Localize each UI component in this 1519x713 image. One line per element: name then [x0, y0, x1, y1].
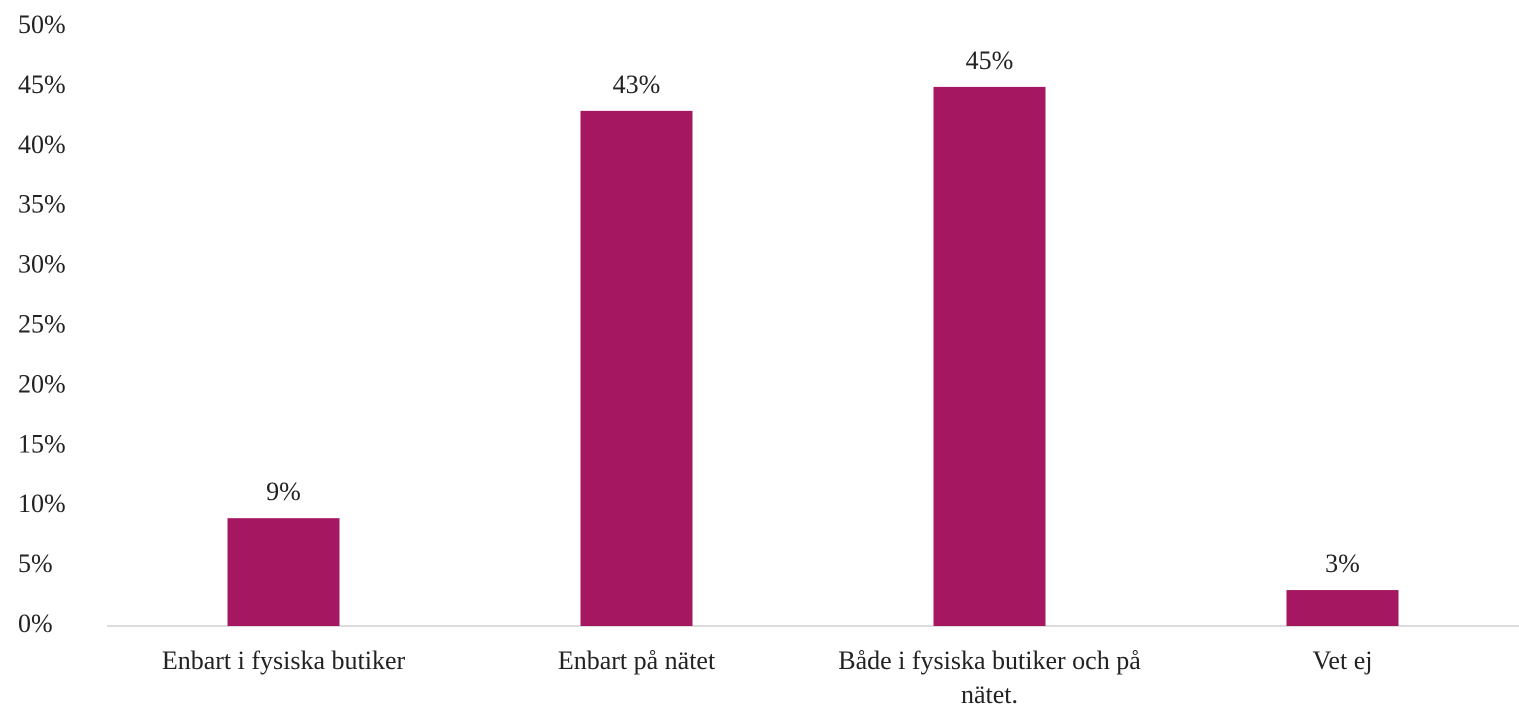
y-tick-label: 20%: [18, 369, 66, 398]
y-tick-label: 45%: [18, 70, 66, 99]
y-tick-label: 35%: [18, 190, 66, 219]
y-tick-label: 25%: [18, 309, 66, 338]
bar: [933, 86, 1046, 626]
data-label: 43%: [613, 70, 661, 99]
data-label: 3%: [1325, 549, 1360, 578]
x-tick-label: Både i fysiska butiker och på nätet.: [838, 646, 1141, 709]
bar: [227, 518, 340, 626]
bar: [580, 110, 693, 627]
y-tick-label: 30%: [18, 250, 66, 279]
data-label: 45%: [966, 46, 1014, 75]
y-tick-label: 5%: [18, 549, 53, 578]
y-tick-label: 0%: [18, 609, 53, 638]
y-tick-label: 50%: [18, 10, 66, 39]
bar: [1286, 590, 1399, 626]
y-tick-label: 10%: [18, 489, 66, 518]
y-tick-label: 15%: [18, 429, 66, 458]
data-label: 9%: [266, 477, 301, 506]
x-tick-label: Enbart i fysiska butiker: [162, 646, 406, 675]
x-tick-label: Enbart på nätet: [558, 646, 716, 675]
y-tick-label: 40%: [18, 130, 66, 159]
x-tick-label: Vet ej: [1313, 646, 1373, 675]
